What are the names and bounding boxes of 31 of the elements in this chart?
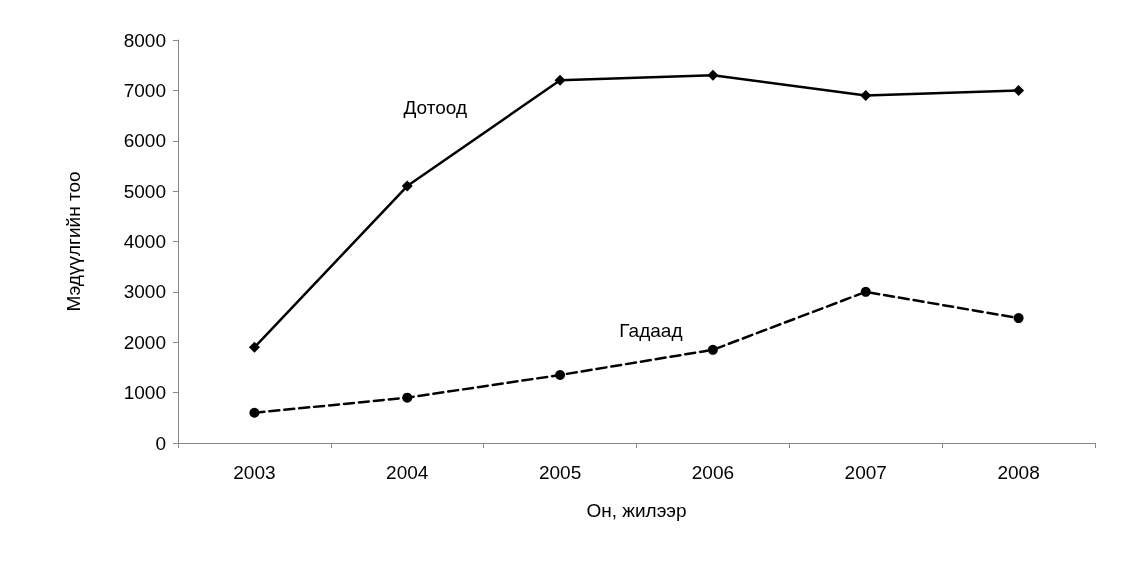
point — [249, 407, 260, 418]
point — [402, 392, 413, 403]
point — [555, 370, 566, 380]
y-tick-label: 8000 — [123, 29, 166, 51]
series-label: Гадаад — [619, 319, 683, 341]
y-tick-label: 3000 — [123, 281, 166, 303]
y-tick-label: 7000 — [123, 79, 166, 101]
series-label: Дотоод — [403, 96, 468, 118]
point — [1013, 84, 1025, 96]
point — [248, 341, 260, 353]
y-tick-label: 1000 — [123, 382, 166, 404]
y-tick-label: 2000 — [123, 331, 166, 353]
x-tick-label: 2008 — [997, 462, 1040, 483]
x-tick-label: 2007 — [844, 462, 887, 483]
point — [401, 180, 413, 192]
y-tick-label: 5000 — [123, 180, 166, 202]
y-tick-label: 6000 — [123, 130, 166, 152]
y-tick-label: 0 — [155, 432, 166, 454]
x-tick-label: 2006 — [691, 462, 735, 483]
x-tick-label: 2004 — [386, 462, 429, 483]
point — [707, 344, 718, 355]
x-axis-title: Он, жилээр — [586, 500, 687, 521]
x-tick-label: 2003 — [233, 462, 276, 483]
point — [554, 74, 566, 86]
point — [860, 89, 872, 101]
point — [707, 69, 719, 81]
point — [1013, 313, 1024, 324]
x-tick-label: 2005 — [538, 462, 582, 483]
point — [860, 286, 871, 297]
y-axis-title: Мэдүүлгийн тоо — [63, 171, 84, 312]
y-tick-label: 4000 — [123, 231, 166, 252]
